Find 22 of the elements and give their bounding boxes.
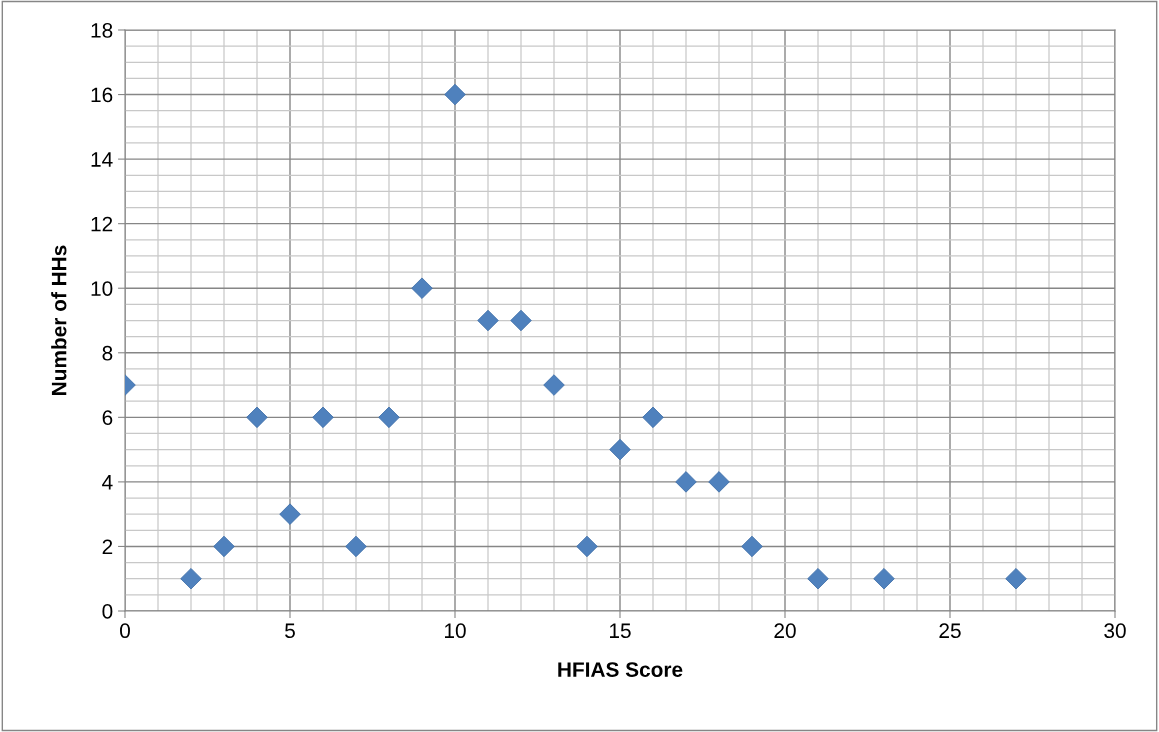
- point: [675, 471, 697, 493]
- x-tick-label: 5: [285, 623, 295, 639]
- y-tick-label: 12: [91, 216, 113, 232]
- y-tick-label: 16: [91, 87, 113, 103]
- y-tick-label: 18: [91, 23, 113, 38]
- y-tick-label: 0: [102, 604, 113, 619]
- x-tick-label: 10: [445, 623, 466, 639]
- x-axis-title: HFIAS Score: [558, 662, 683, 677]
- x-tick-label: 0: [120, 623, 130, 639]
- y-tick-label: 6: [102, 410, 113, 426]
- y-tick-label: 14: [91, 152, 113, 167]
- y-tick-label: 4: [102, 475, 113, 490]
- point: [807, 568, 829, 590]
- point: [873, 568, 895, 590]
- x-tick-label: 25: [939, 623, 961, 639]
- y-tick-label: 2: [102, 539, 113, 554]
- x-tick-label: 15: [610, 623, 631, 639]
- y-tick-label: 10: [91, 281, 113, 296]
- x-tick-label: 20: [774, 623, 796, 639]
- y-tick-label: 8: [102, 345, 113, 361]
- y-axis-title: Number of HHs: [51, 245, 67, 395]
- x-tick-label: 30: [1104, 623, 1126, 639]
